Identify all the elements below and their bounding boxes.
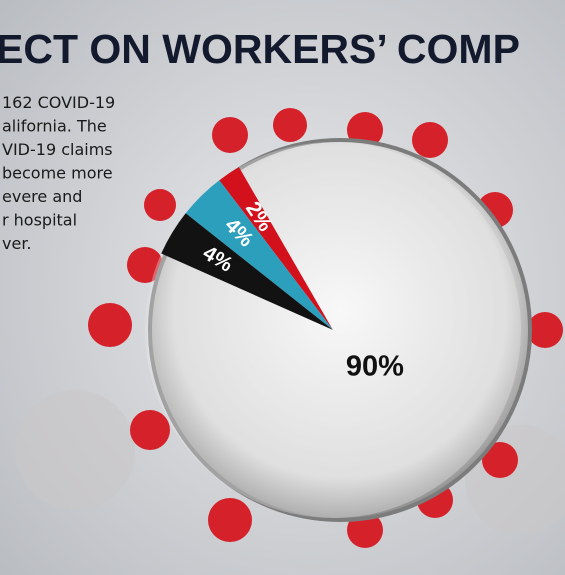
body-line: VID-19 claims [2,140,113,159]
infographic: ECT ON WORKERS’ COMP 162 COVID-19 aliforn… [0,0,565,575]
pie: 2%4%4%90% [145,142,521,518]
body-line: evere and [2,187,82,206]
body-line: r hospital [2,211,77,230]
title: ECT ON WORKERS’ COMP [0,26,520,72]
body-line: 162 COVID-19 [2,93,115,112]
body-line: alifornia. The [2,117,107,136]
body-line: ver. [2,234,32,253]
slice-label: 90% [346,350,404,382]
body-line: become more [2,164,113,183]
